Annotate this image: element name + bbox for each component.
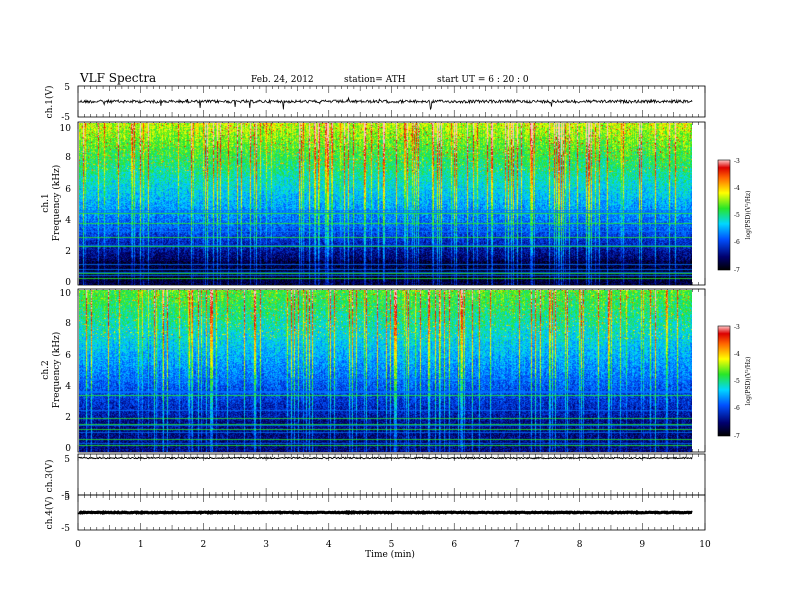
spec2-channel-label: ch.2 — [41, 360, 51, 379]
spec2-ytick-4: 4 — [65, 382, 71, 392]
ch4-ytick-bottom: -5 — [61, 524, 70, 534]
spec1-ytick-10: 10 — [60, 124, 72, 134]
ch3-ytick-bottom: -5 — [61, 491, 70, 501]
ch3-waveform-panel: 5 -5 ch.3(V) — [44, 453, 706, 501]
spec2-ytick-10: 10 — [60, 289, 72, 299]
x-tick-label: 10 — [699, 540, 711, 550]
colorbar-ch2-gradient — [717, 325, 731, 437]
x-axis-label: Time (min) — [365, 549, 415, 560]
cb1-tick-m3: -3 — [734, 158, 740, 165]
x-axis: Time (min) 0 1 2 3 4 5 6 7 8 9 10 — [75, 540, 711, 560]
ch4-ytick-top: 5 — [64, 493, 70, 503]
station-label: station= ATH — [344, 75, 406, 85]
x-tick-label: 9 — [639, 540, 645, 550]
spec1-channel-label: ch.1 — [41, 193, 51, 212]
spec1-ytick-4: 4 — [65, 216, 71, 226]
colorbar-ch1-gradient — [717, 159, 731, 271]
x-tick-label: 7 — [514, 540, 520, 550]
x-tick-label: 1 — [138, 540, 144, 550]
cb2-tick-m4: -4 — [734, 351, 740, 358]
spec1-ytick-0: 0 — [65, 278, 71, 288]
ch4-waveform-panel: 5 -5 ch.4(V) — [44, 493, 706, 534]
cb2-tick-m7: -7 — [734, 433, 740, 440]
ch4-waveform-line — [77, 509, 693, 516]
ch1-waveform-line — [78, 96, 693, 111]
cb1-tick-m5: -5 — [734, 212, 740, 219]
spec2-ytick-6: 6 — [65, 351, 71, 361]
x-tick-label: 3 — [263, 540, 269, 550]
cb1-tick-m7: -7 — [734, 267, 740, 274]
x-tick-label: 2 — [201, 540, 207, 550]
ch1-ylabel: ch.1(V) — [44, 86, 55, 119]
spec1-ytick-6: 6 — [65, 185, 71, 195]
cb2-tick-m5: -5 — [734, 378, 740, 385]
spec2-ylabel: Frequency (kHz) — [51, 332, 62, 409]
ch1-spectrogram-image — [79, 123, 692, 285]
spec2-ytick-2: 2 — [65, 413, 71, 423]
colorbar-ch2: -3 -4 -5 -6 -7 log(PSD)(V²/Hz) — [717, 324, 752, 440]
cb2-label: log(PSD)(V²/Hz) — [745, 357, 752, 406]
date-label: Feb. 24, 2012 — [251, 75, 314, 85]
figure-title: VLF Spectra — [79, 71, 156, 85]
spec1-ytick-8: 8 — [65, 153, 71, 163]
ch1-waveform-panel: 5 -5 ch.1(V) — [44, 83, 706, 123]
cb1-label: log(PSD)(V²/Hz) — [745, 191, 752, 240]
start-time-label: start UT = 6 : 20 : 0 — [437, 75, 529, 85]
colorbar-ch1: -3 -4 -5 -6 -7 log(PSD)(V²/Hz) — [717, 158, 752, 274]
spec2-ytick-8: 8 — [65, 319, 71, 329]
cb2-tick-m3: -3 — [734, 324, 740, 331]
x-tick-label: 4 — [326, 540, 332, 550]
ch3-waveform-line — [78, 456, 693, 460]
ch1-ytick-bottom: -5 — [61, 113, 70, 123]
spec2-ytick-0: 0 — [65, 444, 71, 454]
x-tick-label: 8 — [577, 540, 583, 550]
spec1-ytick-2: 2 — [65, 247, 71, 257]
ch4-ylabel: ch.4(V) — [44, 497, 55, 530]
spec1-ylabel: Frequency (kHz) — [51, 165, 62, 242]
x-tick-label: 6 — [451, 540, 457, 550]
ch3-ylabel: ch.3(V) — [44, 460, 55, 493]
ch2-spectrogram-image — [79, 290, 692, 452]
x-tick-label: 5 — [389, 540, 395, 550]
cb2-tick-m6: -6 — [734, 405, 740, 412]
cb1-tick-m4: -4 — [734, 185, 740, 192]
cb1-tick-m6: -6 — [734, 239, 740, 246]
ch1-ytick-top: 5 — [64, 83, 70, 93]
ch3-ytick-top: 5 — [64, 455, 70, 465]
x-tick-label: 0 — [75, 540, 81, 550]
